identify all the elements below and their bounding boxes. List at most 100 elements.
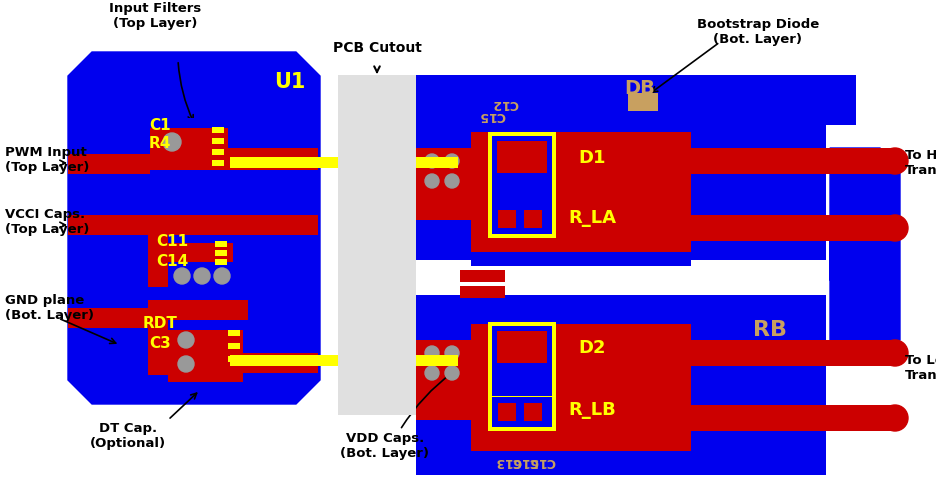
Bar <box>214 241 227 247</box>
Circle shape <box>425 346 439 360</box>
Bar <box>627 93 657 111</box>
Bar <box>471 310 690 324</box>
Text: PCB Cutout: PCB Cutout <box>332 41 421 55</box>
Text: C14: C14 <box>155 254 188 269</box>
Bar <box>338 75 416 415</box>
Bar <box>148 215 168 287</box>
Text: GND plane
(Bot. Layer): GND plane (Bot. Layer) <box>5 294 94 322</box>
Text: C16: C16 <box>511 456 537 468</box>
Bar <box>491 136 551 208</box>
Bar <box>416 340 471 420</box>
Circle shape <box>425 366 439 380</box>
Text: C11: C11 <box>155 235 188 250</box>
Circle shape <box>194 268 210 284</box>
Bar <box>497 210 516 228</box>
Bar <box>488 322 555 400</box>
Bar <box>212 160 224 166</box>
Circle shape <box>163 133 181 151</box>
Circle shape <box>178 356 194 372</box>
Circle shape <box>881 148 907 174</box>
Bar <box>690 148 896 174</box>
Circle shape <box>425 154 439 168</box>
Text: C1: C1 <box>149 119 170 133</box>
Text: R_LB: R_LB <box>567 401 615 419</box>
Bar <box>148 300 168 375</box>
Bar <box>168 262 233 270</box>
Bar <box>150 170 227 180</box>
Bar <box>416 148 471 220</box>
Circle shape <box>445 366 459 380</box>
Text: C13: C13 <box>494 456 520 468</box>
Bar <box>491 326 551 396</box>
Text: To High Side
Transistor: To High Side Transistor <box>904 149 936 177</box>
Text: C15: C15 <box>528 456 555 468</box>
Bar <box>416 75 856 125</box>
Bar <box>523 403 541 421</box>
Bar <box>496 141 547 173</box>
Text: VDD Caps.
(Bot. Layer): VDD Caps. (Bot. Layer) <box>340 432 429 460</box>
Text: Bootstrap Diode
(Bot. Layer): Bootstrap Diode (Bot. Layer) <box>696 18 818 46</box>
Text: C15: C15 <box>478 108 505 121</box>
Bar <box>168 235 233 243</box>
Bar <box>233 215 317 235</box>
Circle shape <box>213 268 229 284</box>
Bar <box>214 259 227 265</box>
Bar <box>471 252 690 266</box>
Bar <box>68 154 150 174</box>
Text: To Low Side
Transistor: To Low Side Transistor <box>904 354 936 382</box>
Bar <box>168 320 242 392</box>
Bar <box>168 300 248 320</box>
Text: PWM Input
(Top Layer): PWM Input (Top Layer) <box>5 146 89 174</box>
Bar <box>471 118 690 132</box>
Bar <box>460 286 505 298</box>
Bar <box>229 355 458 366</box>
Text: C12: C12 <box>491 96 518 109</box>
Bar <box>168 235 233 270</box>
Bar <box>212 138 224 144</box>
Bar <box>214 250 227 256</box>
Bar <box>68 215 148 235</box>
Bar <box>496 331 547 363</box>
Bar <box>233 353 317 373</box>
Bar <box>212 149 224 155</box>
Text: U1: U1 <box>274 72 305 92</box>
Bar <box>491 204 551 234</box>
Text: DB: DB <box>624 79 655 97</box>
Text: D2: D2 <box>578 339 605 357</box>
Circle shape <box>881 340 907 366</box>
Circle shape <box>445 346 459 360</box>
Circle shape <box>445 174 459 188</box>
Bar <box>523 210 541 228</box>
Circle shape <box>881 405 907 431</box>
Circle shape <box>881 215 907 241</box>
Text: DT Cap.
(Optional): DT Cap. (Optional) <box>90 422 166 450</box>
Bar <box>229 157 458 168</box>
Text: RDT: RDT <box>142 315 177 331</box>
Polygon shape <box>68 52 320 404</box>
Text: C3: C3 <box>149 336 170 350</box>
Circle shape <box>174 268 190 284</box>
Text: R_LA: R_LA <box>567 209 615 227</box>
Bar <box>471 451 690 465</box>
Bar <box>227 343 240 349</box>
Polygon shape <box>829 148 899 360</box>
Bar <box>471 118 690 266</box>
Bar <box>150 118 227 128</box>
Text: RB: RB <box>753 320 786 340</box>
Bar <box>168 320 242 330</box>
Text: D1: D1 <box>578 149 605 167</box>
Bar <box>690 215 896 241</box>
Bar <box>212 127 224 133</box>
Text: Input Filters
(Top Layer): Input Filters (Top Layer) <box>109 2 201 30</box>
Text: VCCI Caps.
(Top Layer): VCCI Caps. (Top Layer) <box>5 208 89 236</box>
Bar <box>690 405 896 431</box>
Bar <box>227 148 317 170</box>
Circle shape <box>425 174 439 188</box>
Bar <box>168 215 248 235</box>
Bar <box>227 356 240 362</box>
Bar <box>471 310 690 465</box>
Bar <box>690 340 896 366</box>
Text: R4: R4 <box>149 135 171 151</box>
Bar <box>497 403 516 421</box>
Bar <box>488 200 555 238</box>
